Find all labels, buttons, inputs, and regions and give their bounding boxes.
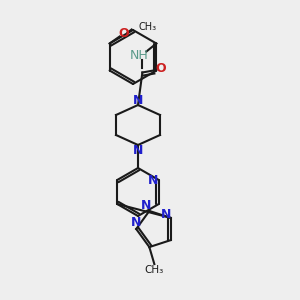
Text: NH: NH [130, 49, 149, 62]
Text: CH₃: CH₃ [145, 265, 164, 275]
Text: CH₃: CH₃ [139, 22, 157, 32]
Text: N: N [133, 143, 143, 157]
Text: N: N [131, 215, 141, 229]
Text: O: O [118, 27, 129, 40]
Text: O: O [155, 62, 166, 75]
Text: N: N [141, 200, 152, 212]
Text: N: N [148, 173, 158, 187]
Text: N: N [160, 208, 171, 221]
Text: N: N [133, 94, 143, 106]
